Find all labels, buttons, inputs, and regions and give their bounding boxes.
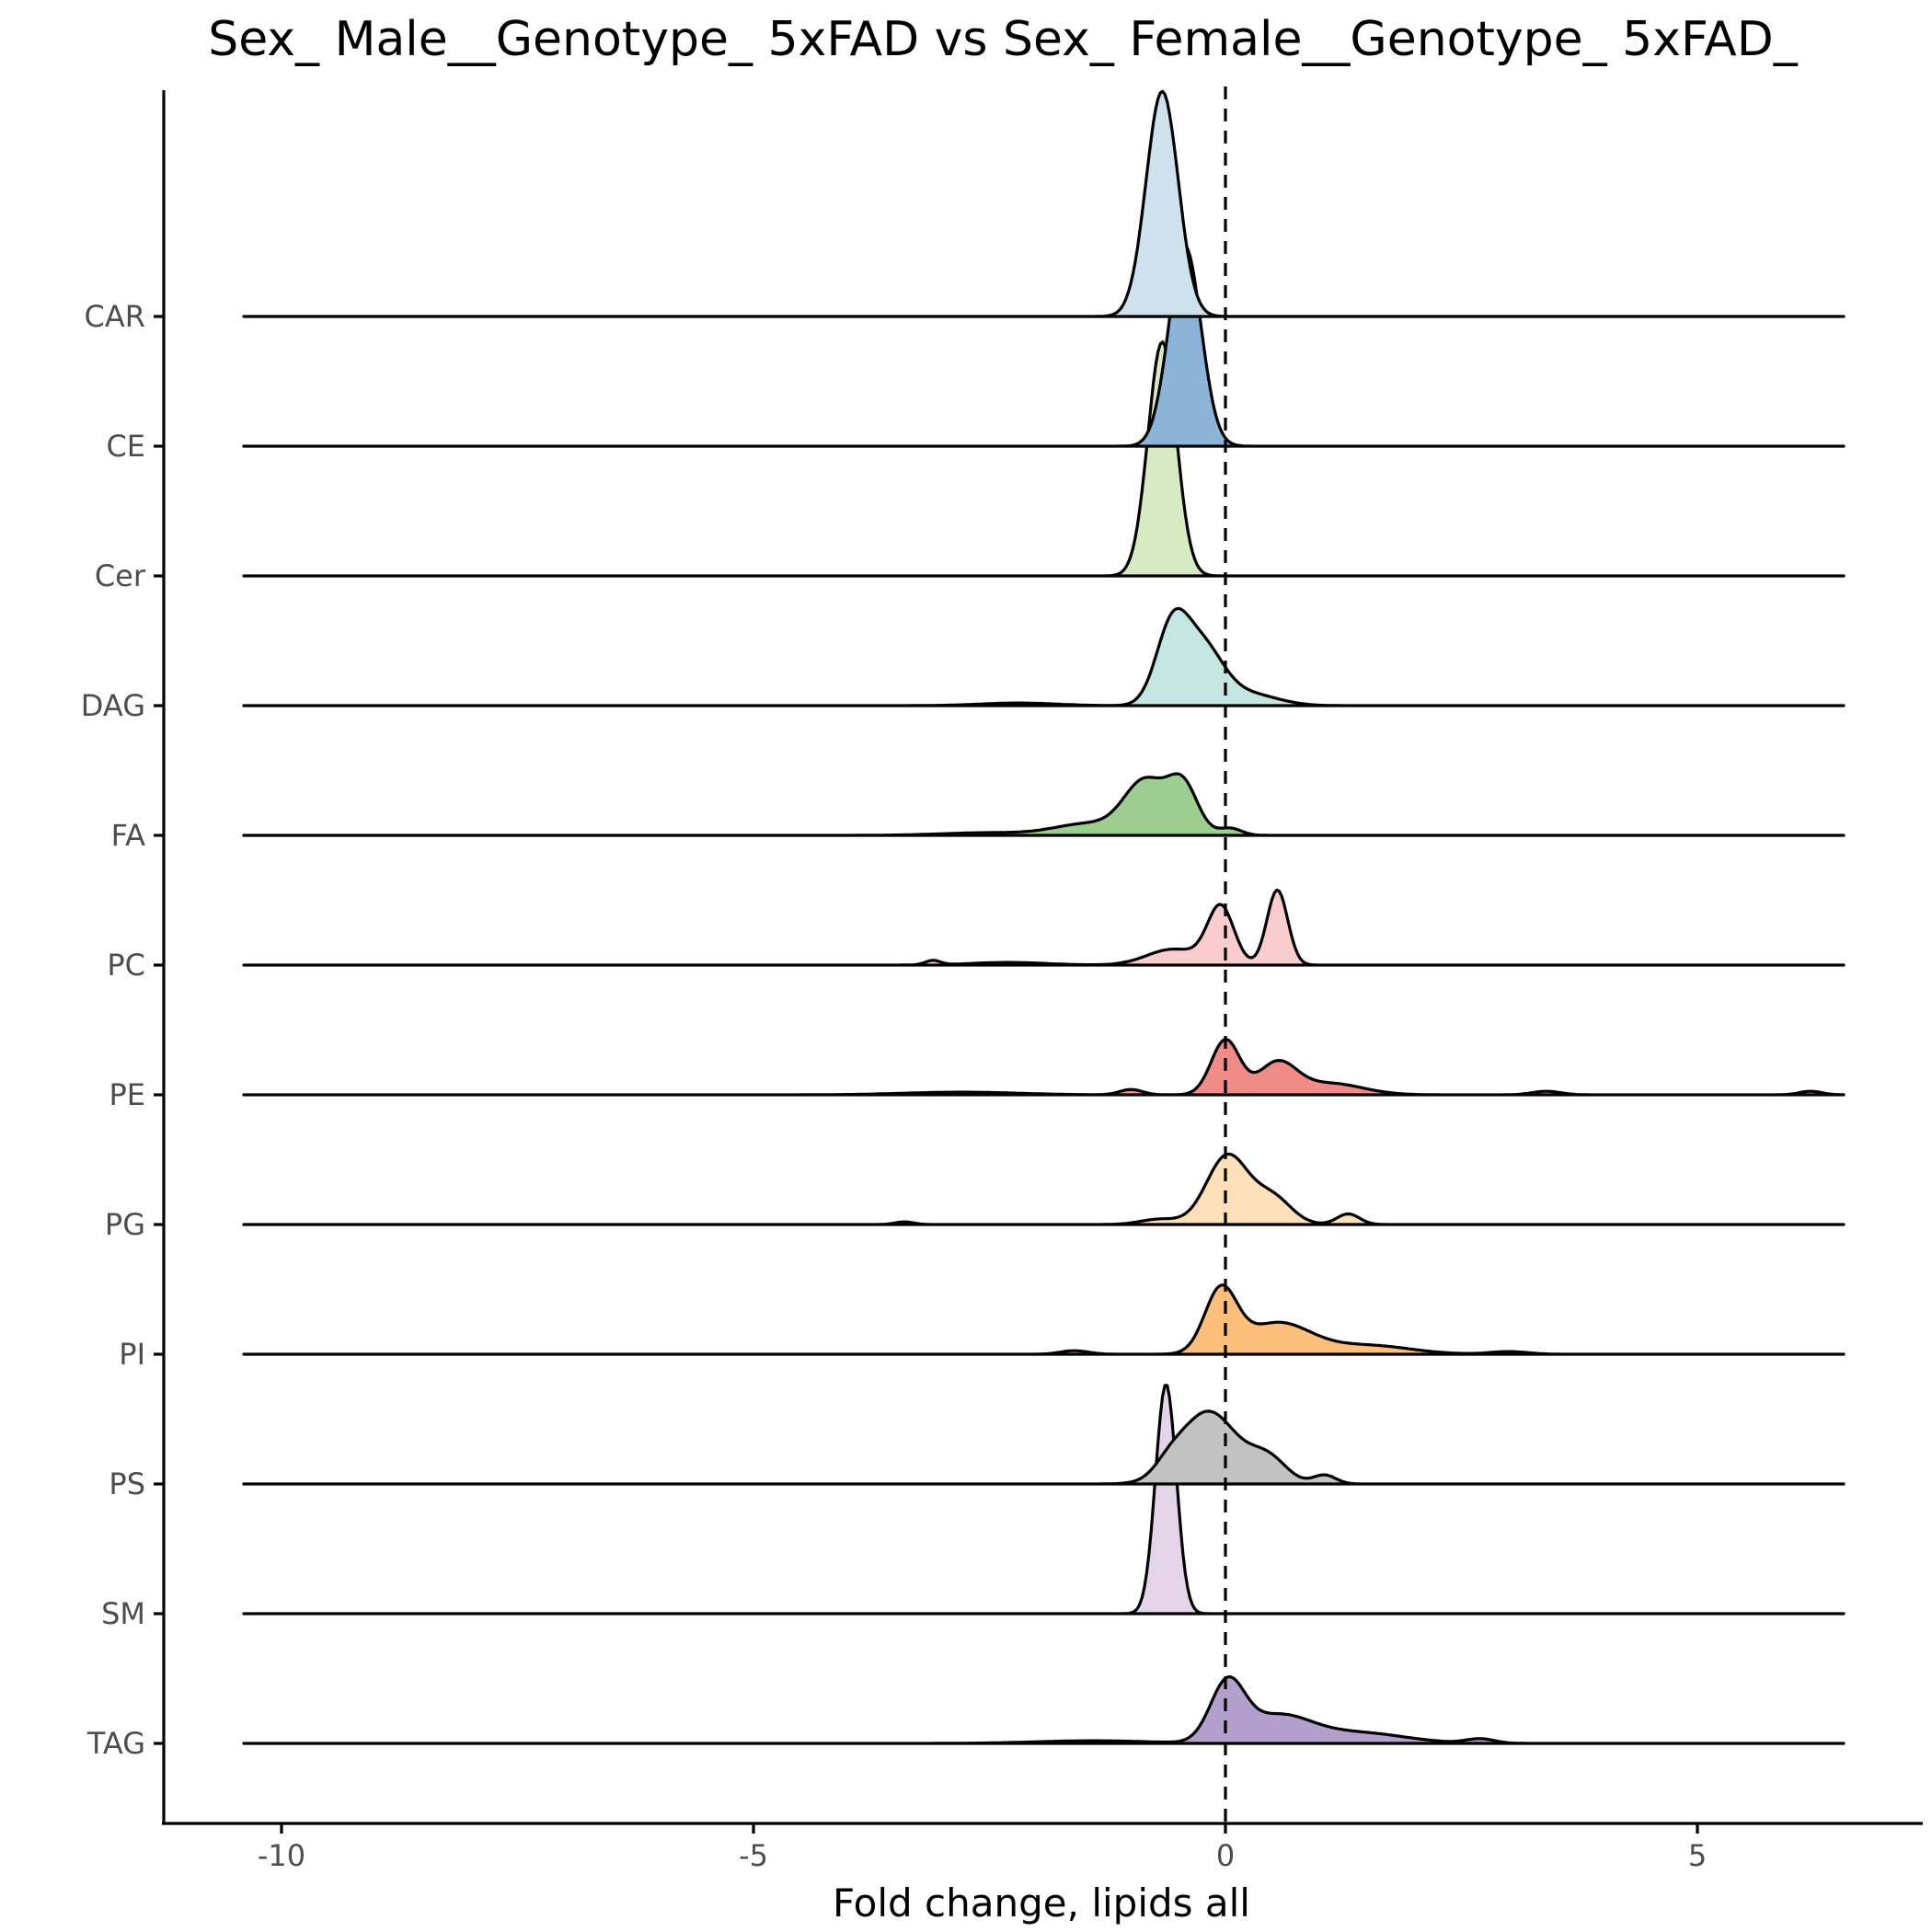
y-tick-label: Cer <box>95 558 146 593</box>
x-axis-ticks: -10 -5 0 5 <box>258 1823 1707 1873</box>
x-tick-label: 0 <box>1216 1838 1235 1873</box>
y-tick-label: DAG <box>81 688 145 723</box>
ridge-car <box>242 89 1846 318</box>
y-tick-label: FA <box>111 818 145 853</box>
ridge-cer <box>242 340 1846 578</box>
ridge-pe <box>242 1038 1846 1097</box>
y-tick-label: PC <box>107 948 145 983</box>
ridge-dag <box>242 606 1846 707</box>
ridge-series-group <box>242 89 1846 1745</box>
y-axis-ticks: CAR CE Cer DAG FA PC PE PG PI PS SM TAG <box>81 299 164 1761</box>
ridge-pi <box>242 1283 1846 1356</box>
x-tick-label: 5 <box>1688 1838 1707 1873</box>
ridge-sm <box>242 1384 1846 1616</box>
ridge-ps <box>242 1409 1846 1486</box>
y-tick-label: PI <box>119 1337 145 1372</box>
x-tick-label: -10 <box>258 1838 305 1873</box>
x-axis-label: Fold change, lipids all <box>833 1880 1250 1926</box>
ridge-ce <box>242 244 1846 448</box>
y-tick-label: TAG <box>86 1726 145 1761</box>
y-tick-label: CAR <box>85 299 145 334</box>
ridge-pg <box>242 1152 1846 1226</box>
y-tick-label: PG <box>105 1207 145 1242</box>
ridge-pc <box>242 888 1846 967</box>
y-tick-label: SM <box>101 1596 145 1631</box>
ridge-tag <box>242 1675 1846 1745</box>
y-tick-label: PS <box>109 1466 145 1501</box>
chart-title: Sex_ Male__Genotype_ 5xFAD vs Sex_ Femal… <box>208 12 1799 67</box>
y-tick-label: CE <box>106 429 145 464</box>
y-tick-label: PE <box>109 1077 145 1112</box>
x-tick-label: -5 <box>739 1838 768 1873</box>
ridge-fa <box>242 772 1846 837</box>
